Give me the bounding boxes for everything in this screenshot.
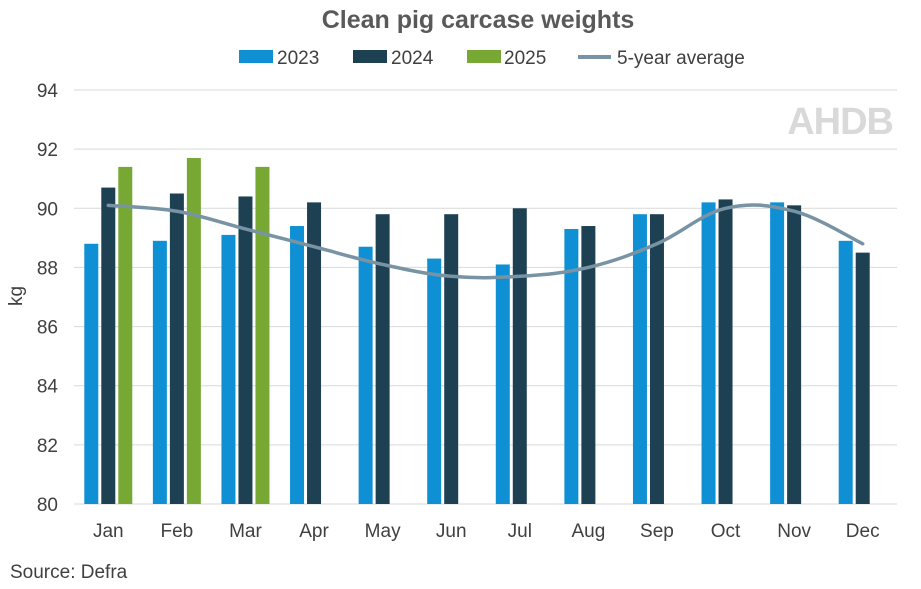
x-tick-label: Apr xyxy=(299,521,329,542)
legend-item: 2023 xyxy=(239,48,319,69)
legend-swatch xyxy=(239,50,273,63)
bar-2024-jan xyxy=(101,187,116,505)
bar-2024-feb xyxy=(169,193,184,504)
average-line-series xyxy=(106,203,865,280)
y-tick-label: 80 xyxy=(37,495,58,516)
bar-2025-jan xyxy=(118,166,133,504)
bar-2024-dec xyxy=(855,252,870,504)
legend-swatch xyxy=(467,50,501,63)
bar-2023-mar xyxy=(221,234,236,504)
ahdb-logo: AHDB xyxy=(787,101,894,143)
legend-item: 2025 xyxy=(467,48,546,69)
bar-2024-apr xyxy=(307,202,322,504)
legend-swatch xyxy=(353,50,387,63)
y-axis-title: kg xyxy=(6,286,27,306)
y-tick-label: 88 xyxy=(37,258,58,279)
gridlines xyxy=(74,89,897,505)
bar-2025-mar xyxy=(255,166,270,504)
x-tick-label: May xyxy=(365,521,401,542)
bar-2023-jul xyxy=(495,264,510,504)
legend: 2023 2024 2025 5-year average xyxy=(239,48,745,69)
chart-title: Clean pig carcase weights xyxy=(322,6,635,34)
source-note: Source: Defra xyxy=(10,562,128,583)
bar-2023-aug xyxy=(564,228,579,504)
bar-2024-may xyxy=(375,214,390,504)
legend-label: 2023 xyxy=(277,48,319,69)
bar-2024-jun xyxy=(444,214,459,504)
bar-2024-jul xyxy=(512,208,527,505)
bar-2023-sep xyxy=(632,214,647,504)
legend-label: 2025 xyxy=(504,48,546,69)
x-tick-label: Sep xyxy=(640,521,674,542)
legend-item: 2024 xyxy=(353,48,434,69)
x-tick-label: Jun xyxy=(436,521,467,542)
y-tick-label: 84 xyxy=(37,377,59,398)
bar-2023-jan xyxy=(84,243,99,504)
bar-2024-nov xyxy=(787,205,802,505)
x-tick-label: Jan xyxy=(93,521,124,542)
legend-label: 2024 xyxy=(391,48,434,69)
bar-2023-oct xyxy=(701,202,716,504)
x-tick-label: Oct xyxy=(711,521,741,542)
bar-2024-aug xyxy=(581,226,596,504)
y-tick-label: 82 xyxy=(37,436,58,457)
y-tick-label: 94 xyxy=(37,81,59,102)
bar-2024-sep xyxy=(649,214,664,504)
y-axis-ticks: 80 82 84 86 88 90 92 94 xyxy=(37,81,59,516)
x-tick-label: Mar xyxy=(229,521,262,542)
x-tick-label: Nov xyxy=(777,521,811,542)
x-tick-label: Dec xyxy=(846,521,880,542)
bar-2025-feb xyxy=(186,158,201,504)
x-axis-ticks: Jan Feb Mar Apr May Jun Jul Aug Sep Oct Nov Dec xyxy=(93,521,880,542)
bar-2023-may xyxy=(358,246,373,504)
legend-item: 5-year average xyxy=(578,48,745,69)
x-tick-label: Feb xyxy=(161,521,194,542)
bar-2024-mar xyxy=(238,196,253,504)
bar-2023-jun xyxy=(427,258,442,504)
ahdb-logo-text: AHDB xyxy=(787,101,893,143)
bar-2023-feb xyxy=(152,240,167,505)
legend-label: 5-year average xyxy=(617,48,745,69)
bar-2024-oct xyxy=(718,199,733,504)
bar-2023-dec xyxy=(838,240,853,505)
bar-2023-nov xyxy=(770,202,785,504)
x-tick-label: Aug xyxy=(571,521,605,542)
y-tick-label: 86 xyxy=(37,318,58,339)
y-tick-label: 92 xyxy=(37,140,58,161)
y-tick-label: 90 xyxy=(37,199,58,220)
line-5-year-average xyxy=(106,203,865,280)
bar-series xyxy=(84,158,870,505)
x-tick-label: Jul xyxy=(508,521,532,542)
bar-2023-apr xyxy=(290,226,305,504)
